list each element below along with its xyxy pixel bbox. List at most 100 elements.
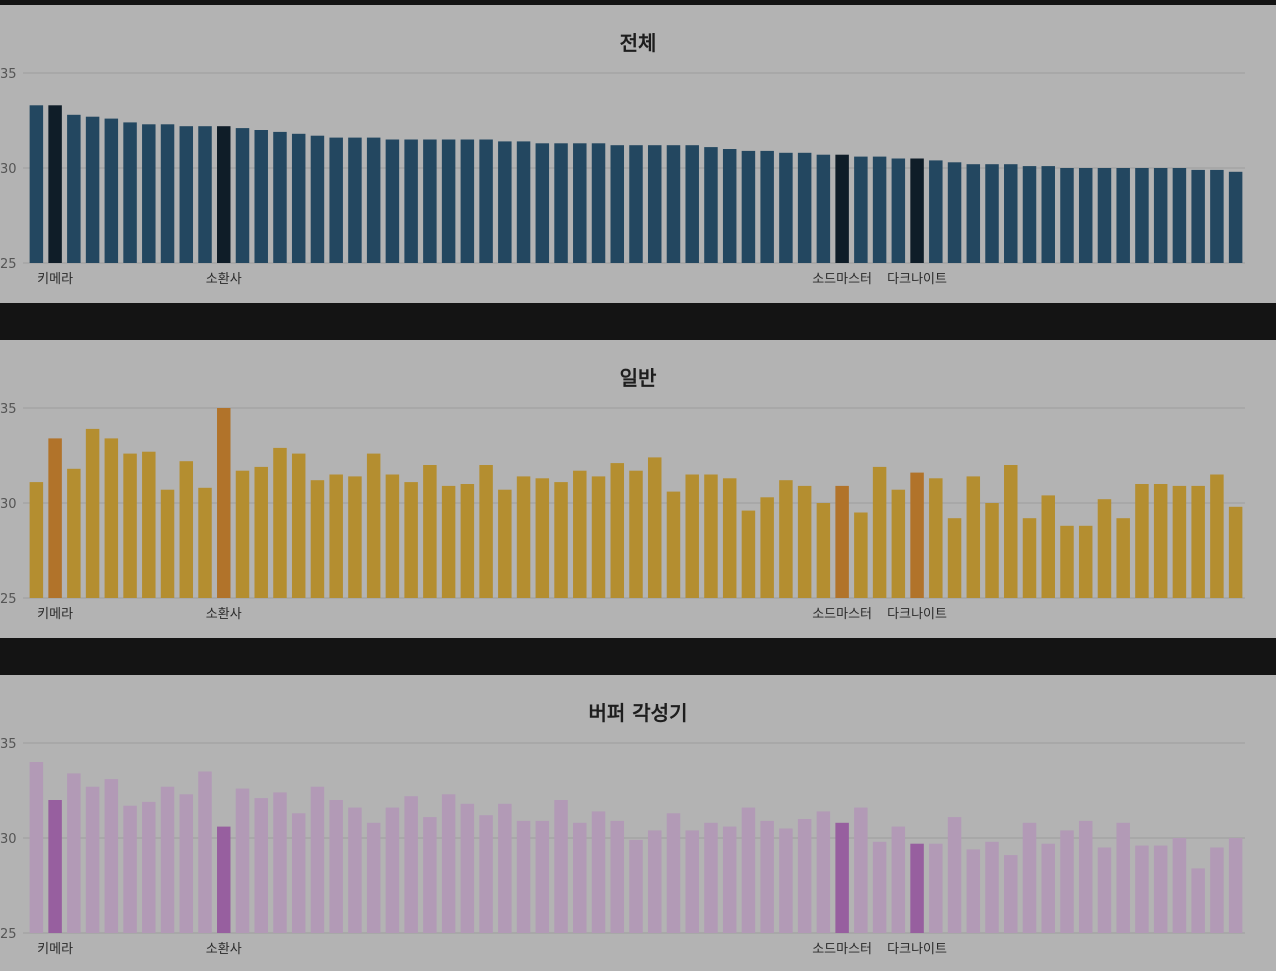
bar	[591, 143, 606, 263]
bar	[198, 487, 212, 598]
bar	[423, 465, 437, 598]
bar	[835, 485, 849, 598]
category-label: 다크나이트	[887, 942, 947, 957]
bar	[554, 800, 568, 933]
bar	[910, 158, 924, 263]
bar	[854, 807, 868, 933]
bar	[854, 156, 868, 263]
bar	[67, 773, 81, 933]
bar	[1172, 485, 1187, 598]
bar	[254, 798, 268, 933]
y-tick-label: 30	[0, 497, 17, 512]
bar	[1116, 168, 1130, 263]
bar	[479, 465, 493, 598]
category-label: 키메라	[37, 272, 73, 287]
bar	[779, 152, 793, 263]
bar	[516, 141, 531, 263]
bar	[1228, 506, 1243, 598]
bar-chart-general: 25 30 35 키메라 소환사 소드마스터 다크나이트	[0, 402, 1245, 622]
bar	[29, 762, 44, 933]
bar	[85, 428, 100, 598]
bar	[404, 796, 418, 933]
bar	[910, 843, 924, 933]
bar	[1041, 495, 1055, 598]
bar	[348, 807, 362, 933]
bar	[816, 811, 831, 933]
bar	[1078, 168, 1093, 263]
bar	[1191, 169, 1205, 263]
bar	[441, 139, 456, 263]
bar	[1022, 822, 1037, 933]
bar	[1228, 838, 1243, 933]
bar	[329, 800, 343, 933]
bar	[1191, 485, 1205, 598]
bar	[1060, 525, 1074, 598]
bar	[29, 482, 44, 598]
bar	[85, 116, 100, 263]
bar	[1022, 518, 1037, 598]
bar	[385, 139, 400, 263]
bar	[704, 822, 718, 933]
bar	[629, 839, 643, 933]
bar	[48, 105, 62, 263]
bar	[198, 126, 212, 263]
bar	[554, 143, 568, 263]
bar	[872, 466, 887, 598]
bar	[816, 503, 831, 598]
bar	[760, 150, 774, 263]
bar	[1135, 845, 1149, 933]
bar	[460, 484, 475, 598]
bar	[441, 485, 456, 598]
bar	[666, 491, 681, 598]
bar	[85, 786, 100, 933]
bar	[760, 820, 774, 933]
bar	[666, 145, 681, 263]
bar	[816, 154, 831, 263]
bar	[67, 114, 81, 263]
bar	[591, 476, 606, 598]
bar	[647, 457, 662, 598]
bar	[1135, 168, 1149, 263]
bar	[142, 801, 156, 933]
bar	[273, 131, 287, 263]
chart-title: 전체	[619, 31, 657, 55]
bar	[460, 139, 475, 263]
bar	[310, 786, 325, 933]
bar	[1004, 855, 1018, 933]
bar	[348, 137, 362, 263]
bar	[1097, 168, 1112, 263]
bar	[797, 485, 812, 598]
bar	[1060, 830, 1074, 933]
bar	[160, 786, 175, 933]
bar	[254, 130, 268, 263]
bar	[329, 137, 343, 263]
bar	[498, 141, 512, 263]
bar	[235, 470, 250, 598]
bar	[1153, 168, 1168, 263]
bar	[1172, 168, 1187, 263]
category-label: 키메라	[37, 942, 73, 957]
y-tick-label: 25	[0, 927, 17, 942]
bar	[67, 468, 81, 598]
bar	[123, 453, 137, 598]
bar	[835, 154, 849, 263]
bar	[722, 149, 737, 263]
bar	[947, 518, 962, 598]
bar	[404, 139, 418, 263]
bar	[1041, 843, 1055, 933]
bar	[966, 476, 981, 598]
bar	[310, 135, 325, 263]
bar	[891, 158, 906, 263]
bar	[198, 771, 212, 933]
category-label: 다크나이트	[887, 272, 947, 287]
bar	[123, 122, 137, 264]
bar	[479, 815, 493, 933]
bar	[835, 822, 849, 933]
bar	[1060, 168, 1074, 263]
bar	[104, 438, 119, 598]
bar	[666, 813, 681, 933]
y-tick-label: 35	[0, 67, 17, 82]
bar	[104, 779, 119, 933]
bar	[48, 438, 62, 598]
bar-chart-overall: 25 30 35 키메라 소환사 소드마스터 다크나이트	[0, 67, 1245, 287]
